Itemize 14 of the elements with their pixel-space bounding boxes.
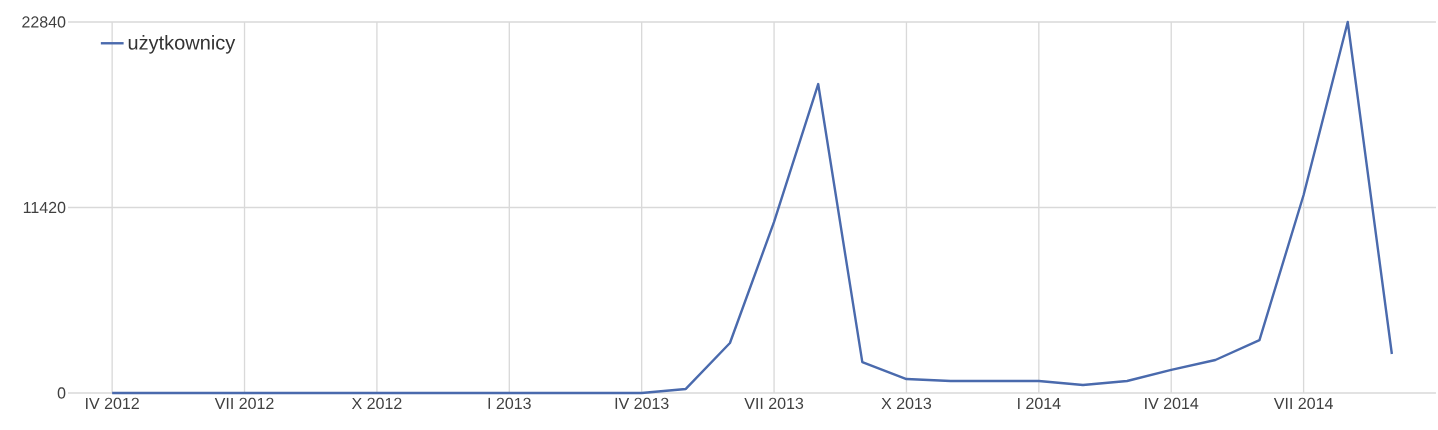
x-tick-label: IV 2012 xyxy=(86,397,139,410)
x-tick-label: IV 2014 xyxy=(1145,397,1199,410)
x-tick-label: VII 2013 xyxy=(744,397,804,410)
legend-label: użytkownicy xyxy=(128,35,236,54)
x-tick-label: I 2013 xyxy=(488,397,531,410)
y-tick-label: 11420 xyxy=(23,201,66,214)
x-tick-label: VII 2014 xyxy=(1273,397,1333,410)
y-tick-label: 0 xyxy=(57,387,66,399)
x-tick-label: X 2012 xyxy=(351,397,402,410)
x-tick-label: I 2014 xyxy=(1018,397,1061,410)
x-tick-label: IV 2013 xyxy=(615,397,669,410)
x-tick-label: X 2013 xyxy=(881,397,932,410)
y-tick-label: 22840 xyxy=(22,16,66,28)
x-tick-label: VII 2012 xyxy=(214,397,274,410)
